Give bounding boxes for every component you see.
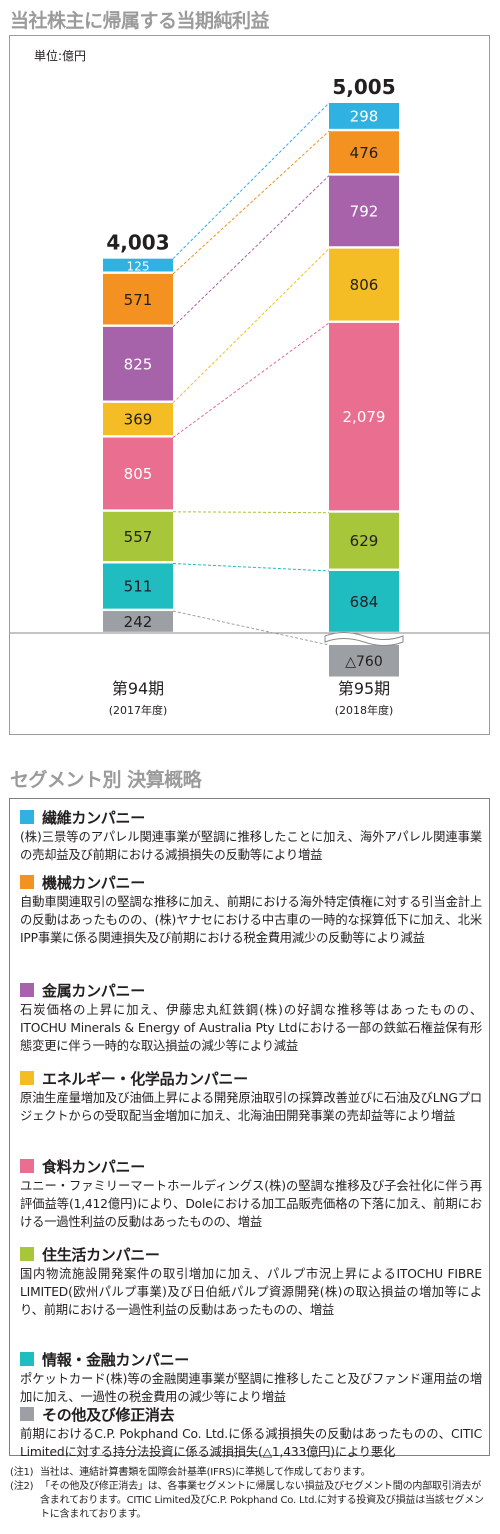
segment-description: 国内物流施設開発案件の取引増加に加え、パルプ市況上昇によるITOCHU FIBR… <box>20 1267 482 1317</box>
axis-break-mark <box>324 632 404 646</box>
segment-heading: 繊維カンパニー <box>20 806 482 828</box>
connector-line-machinery <box>172 130 330 275</box>
segment-description: 石炭価格の上昇に加え、伊藤忠丸紅鉄鋼(株)の好調な推移等はあったものの、ITOC… <box>20 1003 482 1053</box>
segment-item: 機械カンパニー自動車関連取引の堅調な推移に加え、前期における海外特定債権に対する… <box>20 871 482 947</box>
connector-line-textile <box>172 102 330 260</box>
bar-label-machinery: 476 <box>350 144 379 162</box>
segment-description: (株)三景等のアパレル関連事業が堅調に推移したことに加え、海外アパレル関連事業の… <box>20 830 482 862</box>
segment-color-swatch <box>20 1071 34 1085</box>
bar-segment-food <box>329 322 399 511</box>
bar-segment-textile <box>103 258 173 272</box>
bar-label-ict: 684 <box>350 593 379 611</box>
connector-line-other <box>172 610 330 646</box>
bar-segment-food <box>103 437 173 510</box>
segment-name: 食料カンパニー <box>42 1157 145 1176</box>
bar-segment-general <box>103 511 173 562</box>
segment-color-swatch <box>20 875 34 889</box>
bar-label-energy: 369 <box>124 411 153 429</box>
chart-panel: 単位:億円 242 511 557 805 369 825 571 125 4,003 第94期 (2… <box>9 35 490 735</box>
bar-label-textile: 298 <box>350 108 379 126</box>
segment-heading: エネルギー・化学品カンパニー <box>20 1067 482 1089</box>
footnote-label: (注2) <box>10 1481 34 1492</box>
unit-label: 単位:億円 <box>34 48 86 63</box>
bar-label-general: 629 <box>350 532 379 550</box>
bar-label-energy: 806 <box>350 276 379 294</box>
bar-label-food: 805 <box>124 465 153 483</box>
bar-label-other: △760 <box>345 654 383 670</box>
footnote-label: (注1) <box>10 1467 34 1478</box>
connector-line-food <box>172 322 330 438</box>
chart-title: 当社株主に帰属する当期純利益 <box>10 10 270 32</box>
segment-name: 機械カンパニー <box>42 873 145 892</box>
bar-segment-machinery <box>329 131 399 174</box>
segment-item: その他及び修正消去前期におけるC.P. Pokphand Co. Ltd.に係る… <box>20 1403 482 1461</box>
stacked-bar-chart: 単位:億円 242 511 557 805 369 825 571 125 4,003 第94期 (2… <box>10 48 489 717</box>
bar-label-textile: 125 <box>127 260 150 274</box>
segment-name: 金属カンパニー <box>42 981 145 1000</box>
segment-name: 住生活カンパニー <box>42 1245 160 1264</box>
bar-segment-machinery <box>103 273 173 325</box>
bar-segment-energy <box>103 402 173 436</box>
segment-name: 繊維カンパニー <box>42 808 145 827</box>
segment-color-swatch <box>20 810 34 824</box>
bar-label-other: 242 <box>124 613 153 631</box>
bar-label-ict: 511 <box>124 578 153 596</box>
segment-name: エネルギー・化学品カンパニー <box>42 1069 248 1088</box>
footnote: (注2) 「その他及び修正消去」は、各事業セグメントに帰属しない損益及びセグメント… <box>10 1480 490 1522</box>
segment-color-swatch <box>20 1407 34 1421</box>
connector-line-energy <box>172 248 330 404</box>
segment-heading: 食料カンパニー <box>20 1155 482 1177</box>
segment-color-swatch <box>20 1247 34 1261</box>
segment-color-swatch <box>20 1159 34 1173</box>
segment-heading: その他及び修正消去 <box>20 1403 482 1425</box>
bar-segment-energy <box>329 248 399 321</box>
segment-description: 原油生産量増加及び油価上昇による開発原油取引の採算改善並びに石油及びLNGプロジ… <box>20 1091 482 1123</box>
segment-item: 金属カンパニー石炭価格の上昇に加え、伊藤忠丸紅鉄鋼(株)の好調な推移等はあったも… <box>20 979 482 1055</box>
segment-description: 前期におけるC.P. Pokphand Co. Ltd.に係る減損損失の反動はあ… <box>20 1427 482 1459</box>
segment-heading: 機械カンパニー <box>20 871 482 893</box>
bar-segment-ict <box>329 570 399 632</box>
bar-label-general: 557 <box>124 528 153 546</box>
bar-segment-general <box>329 512 399 569</box>
footnote-text: 「その他及び修正消去」は、各事業セグメントに帰属しない損益及びセグメント間の内部… <box>40 1481 484 1520</box>
footnote-text: 当社は、連結計算書類を国際会計基準(IFRS)に準拠して作成しております。 <box>40 1467 371 1478</box>
segment-name: 情報・金融カンパニー <box>42 1350 190 1369</box>
segments-title: セグメント別 決算概略 <box>10 769 202 791</box>
segment-color-swatch <box>20 1352 34 1366</box>
total-label: 4,003 <box>106 230 169 254</box>
segment-item: 食料カンパニーユニー・ファミリーマートホールディングス(株)の堅調な推移及び子会… <box>20 1155 482 1231</box>
segment-name: その他及び修正消去 <box>42 1405 175 1424</box>
connector-line-ict <box>172 563 330 572</box>
bar-label-metals: 792 <box>350 203 379 221</box>
bar-label-food: 2,079 <box>343 408 386 426</box>
segment-description: 自動車関連取引の堅調な推移に加え、前期における海外特定債権に対する引当金計上の反… <box>20 895 482 945</box>
footnote: (注1) 当社は、連結計算書類を国際会計基準(IFRS)に準拠して作成しております… <box>10 1466 490 1480</box>
bar-label-metals: 825 <box>124 355 153 373</box>
segments-panel: 繊維カンパニー (株)三景等のアパレル関連事業が堅調に推移したことに加え、海外アパ… <box>9 798 490 1459</box>
bar-segment-ict <box>103 563 173 609</box>
connector-line-metals <box>172 175 330 328</box>
bar-segment-metals <box>103 326 173 401</box>
segment-item: 繊維カンパニー (株)三景等のアパレル関連事業が堅調に推移したことに加え、海外アパ… <box>20 806 482 864</box>
segment-description: ポケットカード(株)等の金融関連事業が堅調に推移したこと及びファンド運用益の増加… <box>20 1372 482 1404</box>
connector-line-general <box>172 511 330 514</box>
segment-item: 住生活カンパニー国内物流施設開発案件の取引増加に加え、パルプ市況上昇によるITO… <box>20 1243 482 1319</box>
category-sublabel: (2018年度) <box>335 703 394 717</box>
bar-segment-metals <box>329 175 399 247</box>
bar-segment-other <box>103 611 173 632</box>
segment-heading: 住生活カンパニー <box>20 1243 482 1265</box>
segment-heading: 情報・金融カンパニー <box>20 1348 482 1370</box>
segment-heading: 金属カンパニー <box>20 979 482 1001</box>
category-label: 第95期 <box>338 679 390 698</box>
bar-label-machinery: 571 <box>124 291 153 309</box>
category-label: 第94期 <box>112 679 164 698</box>
total-label: 5,005 <box>332 75 395 99</box>
bar-segment-other <box>329 645 399 677</box>
segment-description: ユニー・ファミリーマートホールディングス(株)の堅調な推移及び子会社化に伴う再評… <box>20 1179 482 1229</box>
category-sublabel: (2017年度) <box>109 703 168 717</box>
segment-color-swatch <box>20 983 34 997</box>
segment-item: エネルギー・化学品カンパニー原油生産量増加及び油価上昇による開発原油取引の採算改… <box>20 1067 482 1125</box>
segment-item: 情報・金融カンパニーポケットカード(株)等の金融関連事業が堅調に推移したこと及び… <box>20 1348 482 1406</box>
bar-segment-textile <box>329 103 399 129</box>
